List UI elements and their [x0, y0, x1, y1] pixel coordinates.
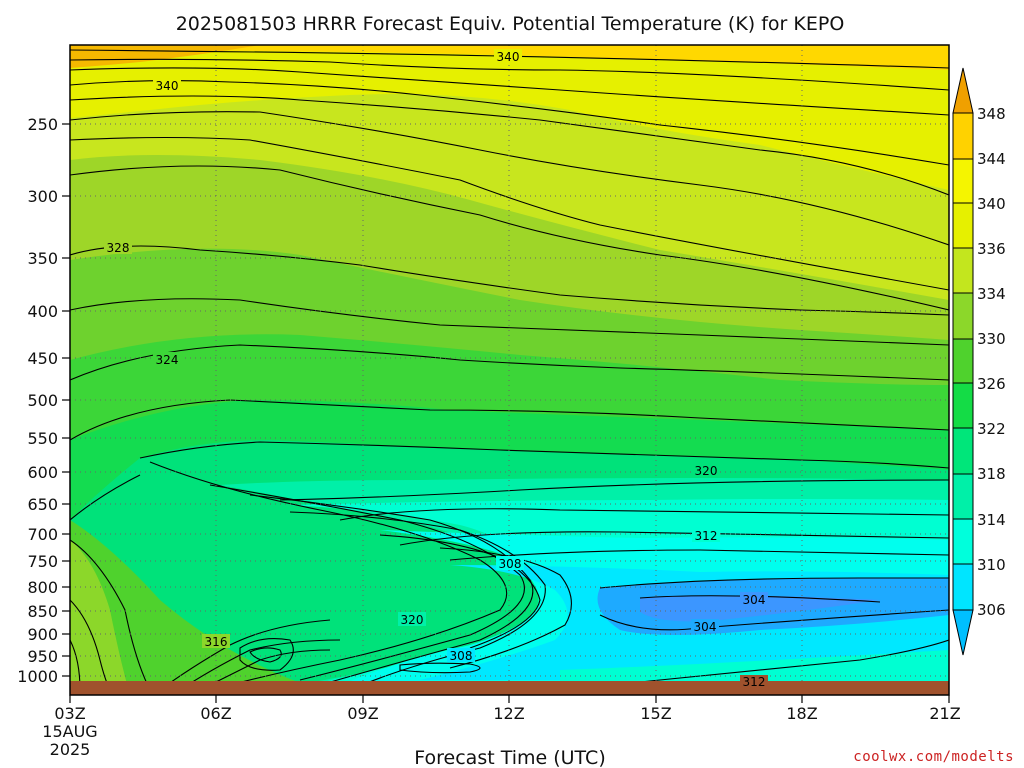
x-tick-label: 12Z [493, 704, 524, 723]
x-tick-label: 15Z [640, 704, 671, 723]
ground-strip [70, 681, 949, 695]
contour-label: 304 [743, 593, 766, 607]
chart-title: 2025081503 HRRR Forecast Equiv. Potentia… [176, 13, 845, 35]
credit-text: coolwx.com/modelts [853, 749, 1014, 765]
colorbar-label: 344 [977, 150, 1006, 168]
y-tick-label: 500 [27, 391, 58, 410]
x-date-label: 15AUG [42, 722, 97, 741]
colorbar-label: 336 [977, 240, 1006, 258]
y-tick-label: 450 [27, 349, 58, 368]
contour-label: 340 [497, 50, 520, 64]
y-tick-label: 700 [27, 525, 58, 544]
y-tick-label: 550 [27, 429, 58, 448]
x-tick-label: 21Z [929, 704, 960, 723]
contour-label: 320 [401, 613, 424, 627]
contour-label: 308 [450, 649, 473, 663]
x-axis: 03Z 06Z 09Z 12Z 15Z 18Z 21Z 15AUG 2025 [42, 695, 961, 759]
y-tick-label: 300 [27, 187, 58, 206]
x-tick-label: 06Z [200, 704, 231, 723]
y-tick-label: 600 [27, 463, 58, 482]
colorbar-label: 318 [977, 465, 1006, 483]
colorbar-label: 306 [977, 601, 1006, 619]
y-tick-label: 250 [27, 115, 58, 134]
y-tick-label: 750 [27, 552, 58, 571]
colorbar-label: 322 [977, 420, 1006, 438]
contour-label: 308 [499, 557, 522, 571]
x-date-label: 2025 [50, 740, 91, 759]
x-axis-title: Forecast Time (UTC) [414, 747, 605, 768]
y-tick-label: 850 [27, 602, 58, 621]
colorbar-label: 348 [977, 105, 1006, 123]
colorbar-label: 330 [977, 330, 1006, 348]
x-tick-label: 03Z [54, 704, 85, 723]
contour-label: 304 [694, 620, 717, 634]
contour-label: 328 [107, 241, 130, 255]
colorbar-label: 340 [977, 195, 1006, 213]
contour-label: 320 [695, 464, 718, 478]
y-tick-label: 900 [27, 625, 58, 644]
x-tick-label: 18Z [786, 704, 817, 723]
contour-label: 316 [205, 635, 228, 649]
grid-lines [70, 45, 949, 681]
x-tick-label: 09Z [347, 704, 378, 723]
contour-lines [70, 49, 949, 691]
contour-label: 340 [156, 79, 179, 93]
colorbar-label: 310 [977, 556, 1006, 574]
y-tick-label: 650 [27, 495, 58, 514]
contour-label-group: 340 340 328 324 320 312 308 304 304 320 … [104, 49, 768, 689]
contour-label: 312 [695, 529, 718, 543]
y-tick-label: 1000 [17, 667, 58, 686]
y-tick-label: 400 [27, 302, 58, 321]
contour-label: 324 [156, 353, 179, 367]
colorbar-bottom-arrow [952, 609, 974, 656]
y-axis: 250 300 350 400 450 500 550 600 650 700 … [17, 115, 70, 686]
colorbar-top-arrow [952, 67, 974, 114]
colorbar-label: 314 [977, 511, 1006, 529]
y-tick-label: 800 [27, 578, 58, 597]
colorbar: 306 310 314 318 322 326 330 334 336 340 … [952, 67, 1006, 656]
colorbar-label: 326 [977, 375, 1006, 393]
y-tick-label: 950 [27, 647, 58, 666]
colorbar-label: 334 [977, 285, 1006, 303]
y-tick-label: 350 [27, 249, 58, 268]
contour-label: 312 [743, 675, 766, 689]
